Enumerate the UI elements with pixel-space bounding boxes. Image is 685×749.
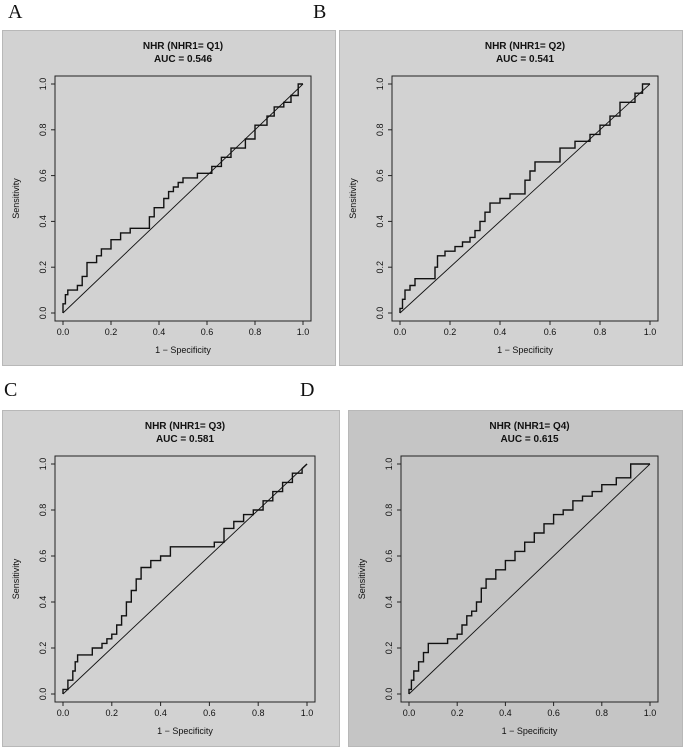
roc-chart-svg: NHR (NHR1= Q4) AUC = 0.615 0.0 0.2 0.4 0.6 0.8… [357, 421, 659, 736]
y-tick-label: 1.0 [384, 458, 394, 471]
plot-frame [391, 75, 659, 322]
y-tick-label: 0.0 [375, 307, 385, 320]
x-axis-label: 1 − Specificity [155, 345, 211, 355]
panel-letter-a: A [8, 1, 23, 23]
x-axis-label: 1 − Specificity [497, 345, 553, 355]
y-tick-label: 0.4 [384, 596, 394, 609]
roc-panel-a: NHR (NHR1= Q1) AUC = 0.546 0.0 0.2 0.4 0.6 0.8… [2, 30, 336, 366]
x-tick-label: 0.6 [547, 708, 560, 718]
roc-chart-svg: NHR (NHR1= Q3) AUC = 0.581 0.0 0.2 0.4 0.6 0.8… [11, 421, 316, 736]
roc-curve [62, 83, 303, 313]
x-tick-label: 0.8 [252, 708, 265, 718]
x-tick-label: 0.4 [154, 708, 167, 718]
chart-subtitle-auc: AUC = 0.615 [500, 434, 559, 445]
x-tick-label: 1.0 [301, 708, 314, 718]
plot-frame [400, 455, 659, 703]
y-tick-label: 0.8 [384, 504, 394, 517]
roc-panel-d: NHR (NHR1= Q4) AUC = 0.615 0.0 0.2 0.4 0.6 0.8… [348, 410, 683, 747]
chart-title: NHR (NHR1= Q1) [143, 41, 223, 52]
y-tick-label: 0.6 [38, 550, 48, 563]
y-axis-label: Sensitivity [348, 178, 358, 219]
roc-panel-b: NHR (NHR1= Q2) AUC = 0.541 0.0 0.2 0.4 0.6 0.8… [339, 30, 683, 366]
x-tick-label: 0.8 [249, 327, 262, 337]
y-tick-label: 0.4 [38, 215, 48, 228]
y-tick-label: 0.6 [375, 169, 385, 182]
y-tick-label: 0.2 [384, 642, 394, 655]
x-tick-label: 0.4 [153, 327, 166, 337]
y-tick-label: 0.0 [384, 688, 394, 701]
reference-diagonal-line [399, 83, 651, 314]
chart-title: NHR (NHR1= Q4) [489, 421, 569, 432]
y-tick-label: 0.0 [38, 688, 48, 701]
reference-diagonal-line [62, 83, 304, 314]
x-tick-label: 1.0 [644, 327, 657, 337]
y-tick-label: 1.0 [38, 458, 48, 471]
x-tick-label: 0.0 [57, 327, 70, 337]
y-tick-label: 0.4 [38, 596, 48, 609]
y-tick-label: 0.8 [375, 124, 385, 137]
y-tick-label: 0.2 [38, 261, 48, 274]
x-tick-label: 0.8 [596, 708, 609, 718]
x-tick-label: 0.6 [201, 327, 214, 337]
x-tick-label: 0.4 [499, 708, 512, 718]
chart-title: NHR (NHR1= Q2) [485, 41, 565, 52]
roc-panel-c: NHR (NHR1= Q3) AUC = 0.581 0.0 0.2 0.4 0.6 0.8… [2, 410, 340, 747]
y-tick-label: 0.8 [38, 124, 48, 137]
x-axis-label: 1 − Specificity [157, 726, 213, 736]
chart-subtitle-auc: AUC = 0.546 [154, 54, 213, 65]
x-tick-label: 1.0 [297, 327, 310, 337]
y-tick-label: 1.0 [375, 78, 385, 91]
x-tick-label: 0.0 [403, 708, 416, 718]
y-tick-label: 0.0 [38, 307, 48, 320]
roc-chart-svg: NHR (NHR1= Q1) AUC = 0.546 0.0 0.2 0.4 0.6 0.8… [11, 41, 312, 355]
y-axis-label: Sensitivity [357, 558, 367, 599]
panel-letter-b: B [313, 1, 327, 23]
plot-frame [54, 455, 316, 703]
x-tick-label: 0.4 [494, 327, 507, 337]
reference-diagonal-line [408, 463, 651, 695]
roc-curve [408, 463, 650, 694]
roc-chart-svg: NHR (NHR1= Q2) AUC = 0.541 0.0 0.2 0.4 0.6 0.8… [348, 41, 659, 355]
x-tick-label: 0.6 [203, 708, 216, 718]
y-axis-label: Sensitivity [11, 558, 21, 599]
x-tick-label: 0.0 [394, 327, 407, 337]
plot-frame [54, 75, 312, 322]
x-tick-label: 0.2 [105, 327, 118, 337]
y-tick-label: 0.8 [38, 504, 48, 517]
y-tick-label: 1.0 [38, 78, 48, 91]
reference-diagonal-line [62, 463, 308, 695]
y-tick-label: 0.6 [38, 169, 48, 182]
x-tick-label: 0.2 [451, 708, 464, 718]
panel-letter-c: C [4, 379, 18, 401]
x-tick-label: 1.0 [644, 708, 657, 718]
chart-subtitle-auc: AUC = 0.541 [496, 54, 555, 65]
x-axis-label: 1 − Specificity [502, 726, 558, 736]
y-tick-label: 0.2 [375, 261, 385, 274]
x-tick-label: 0.0 [57, 708, 70, 718]
y-tick-label: 0.4 [375, 215, 385, 228]
y-tick-label: 0.6 [384, 550, 394, 563]
panel-letter-d: D [300, 379, 315, 401]
y-tick-label: 0.2 [38, 642, 48, 655]
chart-subtitle-auc: AUC = 0.581 [156, 434, 215, 445]
x-tick-label: 0.6 [544, 327, 557, 337]
x-tick-label: 0.2 [444, 327, 457, 337]
y-axis-label: Sensitivity [11, 178, 21, 219]
x-tick-label: 0.2 [106, 708, 119, 718]
x-tick-label: 0.8 [594, 327, 607, 337]
chart-title: NHR (NHR1= Q3) [145, 421, 225, 432]
